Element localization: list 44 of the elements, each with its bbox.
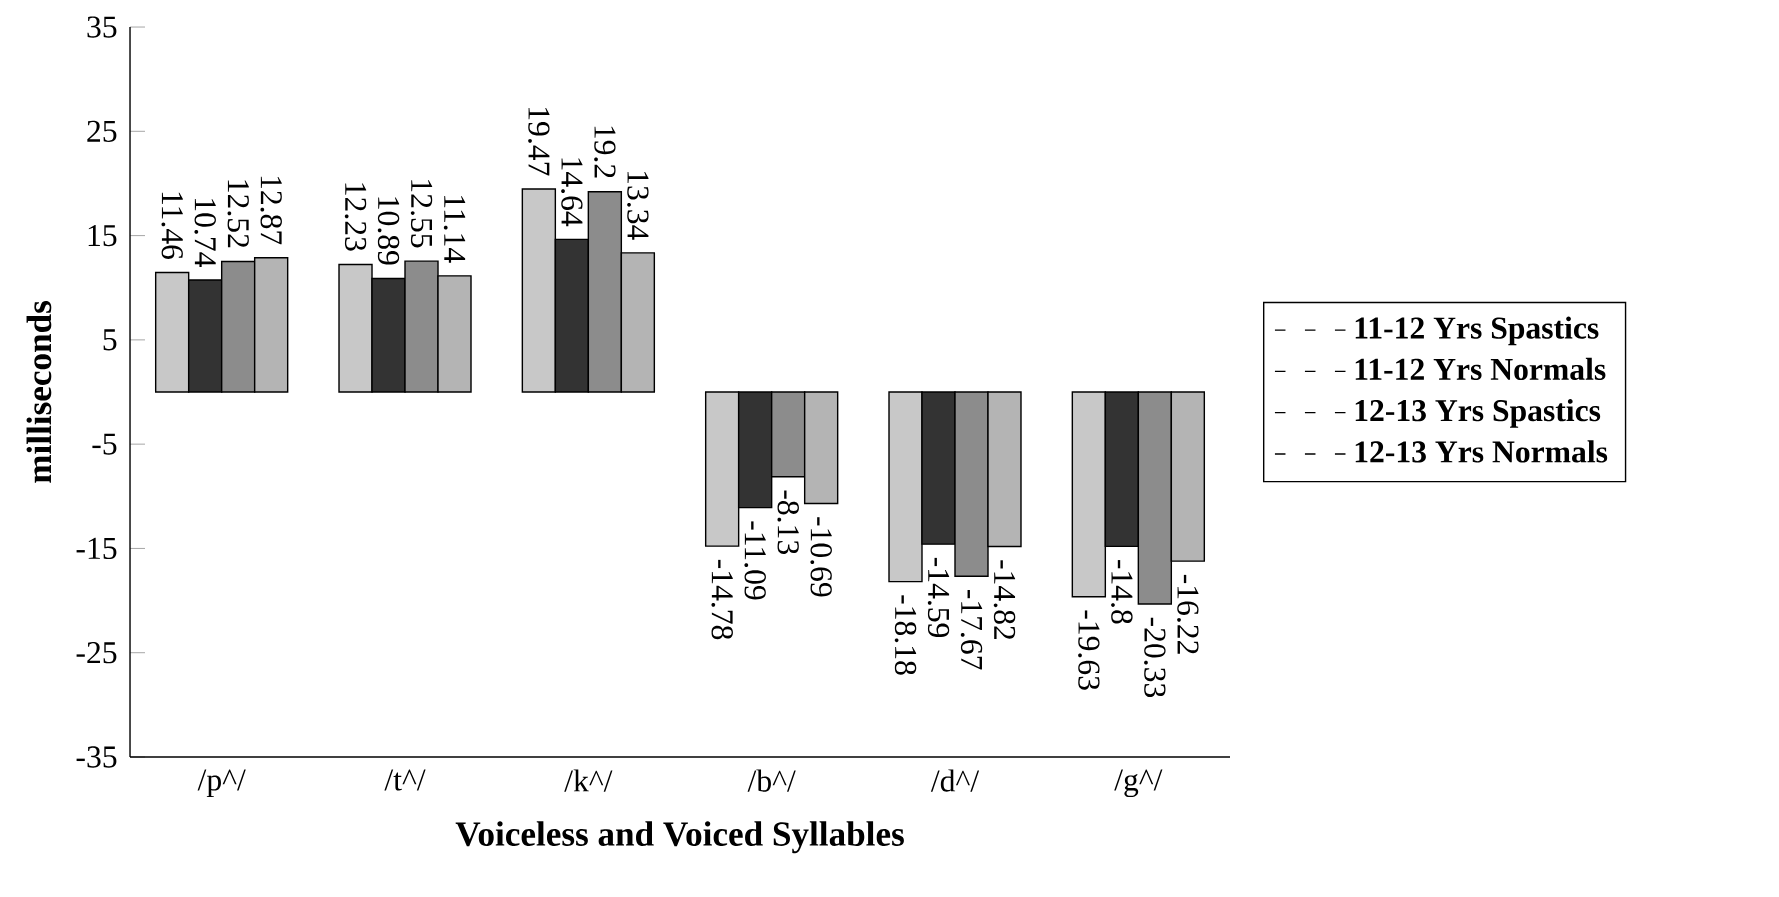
data-label: 11.14 <box>443 196 466 263</box>
x-tick-label: /t^/ <box>384 769 426 791</box>
y-tick-label: 25 <box>87 120 117 142</box>
x-tick-label: /k^/ <box>564 769 613 792</box>
legend-label: 11-12 Yrs Spastics <box>1355 316 1599 346</box>
legend-label: 12-13 Yrs Spastics <box>1355 399 1601 428</box>
y-tick-label: -5 <box>92 433 117 455</box>
legend-label: 12-13 Yrs Normals <box>1355 440 1608 463</box>
y-axis-title: milliseconds <box>26 301 52 483</box>
x-tick-label: /b^/ <box>747 769 796 792</box>
x-axis-title: Voiceless and Voiced Syllables <box>455 821 904 854</box>
data-label: -16.22 <box>1177 574 1199 654</box>
data-label: -14.82 <box>993 560 1016 640</box>
x-tick-label: /p^/ <box>197 769 246 797</box>
data-label: 19.47 <box>528 108 550 176</box>
data-label: -18.18 <box>894 595 917 675</box>
data-label: 19.2 <box>594 126 616 178</box>
data-label: 12.23 <box>344 183 367 251</box>
data-label: -17.67 <box>960 590 983 670</box>
y-tick-label: 5 <box>103 329 117 351</box>
data-label: 12.87 <box>260 176 282 245</box>
data-label: 12.55 <box>410 180 433 248</box>
data-label: 10.74 <box>194 199 216 267</box>
data-label: 13.34 <box>627 171 649 240</box>
data-label: 10.89 <box>377 197 400 265</box>
data-label: -14.78 <box>711 559 733 640</box>
data-label: -8.13 <box>777 490 799 555</box>
data-label: -14.59 <box>927 557 950 638</box>
data-label: -10.69 <box>810 517 832 597</box>
data-label: -11.09 <box>744 521 766 600</box>
legend-label: 11-12 Yrs Normals <box>1355 357 1606 381</box>
data-label: 11.46 <box>161 192 183 260</box>
data-label: -14.8 <box>1111 560 1133 624</box>
y-tick-label: 35 <box>87 16 117 38</box>
y-tick-label: -35 <box>76 746 117 768</box>
y-tick-label: -25 <box>76 642 117 664</box>
data-label: -19.63 <box>1078 610 1100 690</box>
data-label: -20.33 <box>1144 617 1166 698</box>
data-label: 12.52 <box>227 180 249 248</box>
data-label: 14.64 <box>561 158 583 227</box>
x-tick-label: /d^/ <box>930 769 980 792</box>
y-tick-label: -15 <box>76 537 117 560</box>
y-tick-label: 15 <box>88 224 117 247</box>
x-tick-label: /g^/ <box>1114 769 1163 798</box>
